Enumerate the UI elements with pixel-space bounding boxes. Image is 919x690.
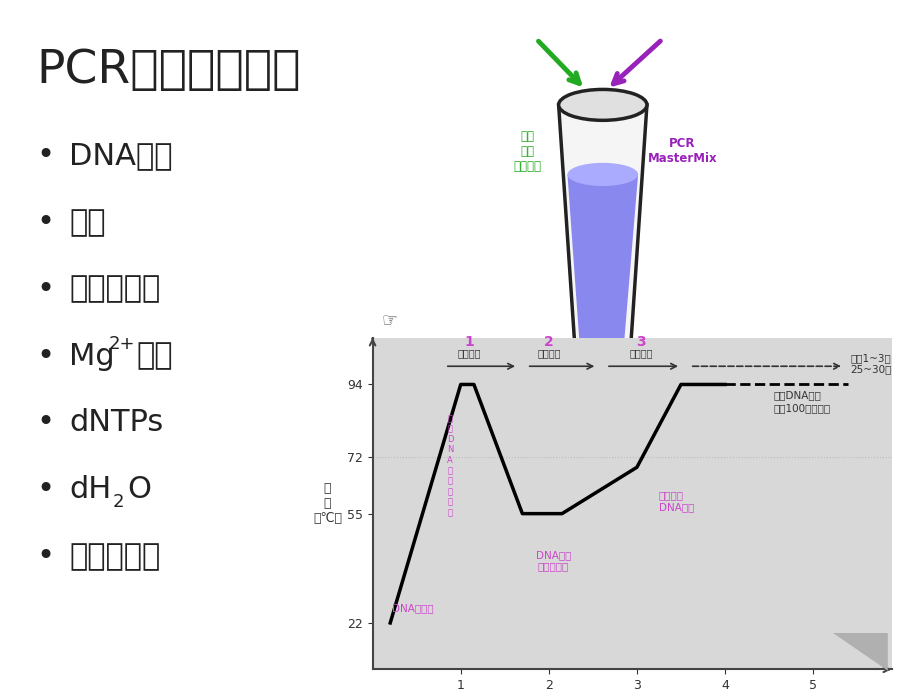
Ellipse shape: [558, 90, 646, 120]
Text: PCR: PCR: [704, 369, 750, 389]
Text: 2+: 2+: [108, 335, 135, 353]
Text: 扩增100万倍以上: 扩增100万倍以上: [773, 403, 830, 413]
Text: dNTPs: dNTPs: [69, 408, 163, 437]
Text: PCR标准反应体系: PCR标准反应体系: [37, 48, 301, 93]
Text: •: •: [37, 208, 55, 237]
Text: DNA单链
与引物复性: DNA单链 与引物复性: [535, 550, 571, 572]
Text: dH: dH: [69, 475, 111, 504]
Polygon shape: [558, 105, 646, 368]
Text: 引物: 引物: [69, 208, 106, 237]
Text: •: •: [37, 408, 55, 437]
Text: DNA双螺旋: DNA双螺旋: [391, 603, 433, 613]
Text: O: O: [127, 475, 151, 504]
Y-axis label: 温
度
（℃）: 温 度 （℃）: [312, 482, 342, 525]
Text: 重复1~3步: 重复1~3步: [849, 353, 890, 363]
Text: 耐热聚合酶: 耐热聚合酶: [69, 542, 160, 571]
Text: 适温延伸: 适温延伸: [629, 348, 652, 358]
Ellipse shape: [567, 163, 638, 186]
Text: 3: 3: [636, 335, 645, 349]
Text: 2: 2: [543, 335, 553, 349]
Polygon shape: [832, 633, 887, 671]
Text: Mg: Mg: [69, 342, 124, 371]
Text: 低温退火: 低温退火: [537, 348, 560, 358]
Text: 反应缓冲液: 反应缓冲液: [69, 275, 160, 304]
Text: 子链延伸
DNA加倍: 子链延伸 DNA加倍: [658, 491, 694, 512]
Text: 形
成
D
N
A
变
性
单
性
链: 形 成 D N A 变 性 单 性 链: [447, 414, 453, 517]
Polygon shape: [567, 175, 638, 360]
Text: 引物
模板
去离子水: 引物 模板 去离子水: [513, 130, 541, 172]
Text: •: •: [37, 141, 55, 170]
Text: •: •: [37, 342, 55, 371]
Text: •: •: [37, 542, 55, 571]
Text: 目的DNA片段: 目的DNA片段: [773, 390, 821, 400]
Text: •: •: [37, 275, 55, 304]
Text: 浓度: 浓度: [136, 342, 173, 371]
Text: •: •: [37, 475, 55, 504]
Text: 2: 2: [112, 493, 123, 511]
Text: ☞: ☞: [381, 312, 398, 330]
Text: PCR
MasterMix: PCR MasterMix: [647, 137, 716, 165]
Text: DNA模板: DNA模板: [69, 141, 173, 170]
Text: 25~30轮: 25~30轮: [849, 364, 891, 374]
Text: 1: 1: [464, 335, 474, 349]
Text: 高温变性: 高温变性: [458, 348, 481, 358]
